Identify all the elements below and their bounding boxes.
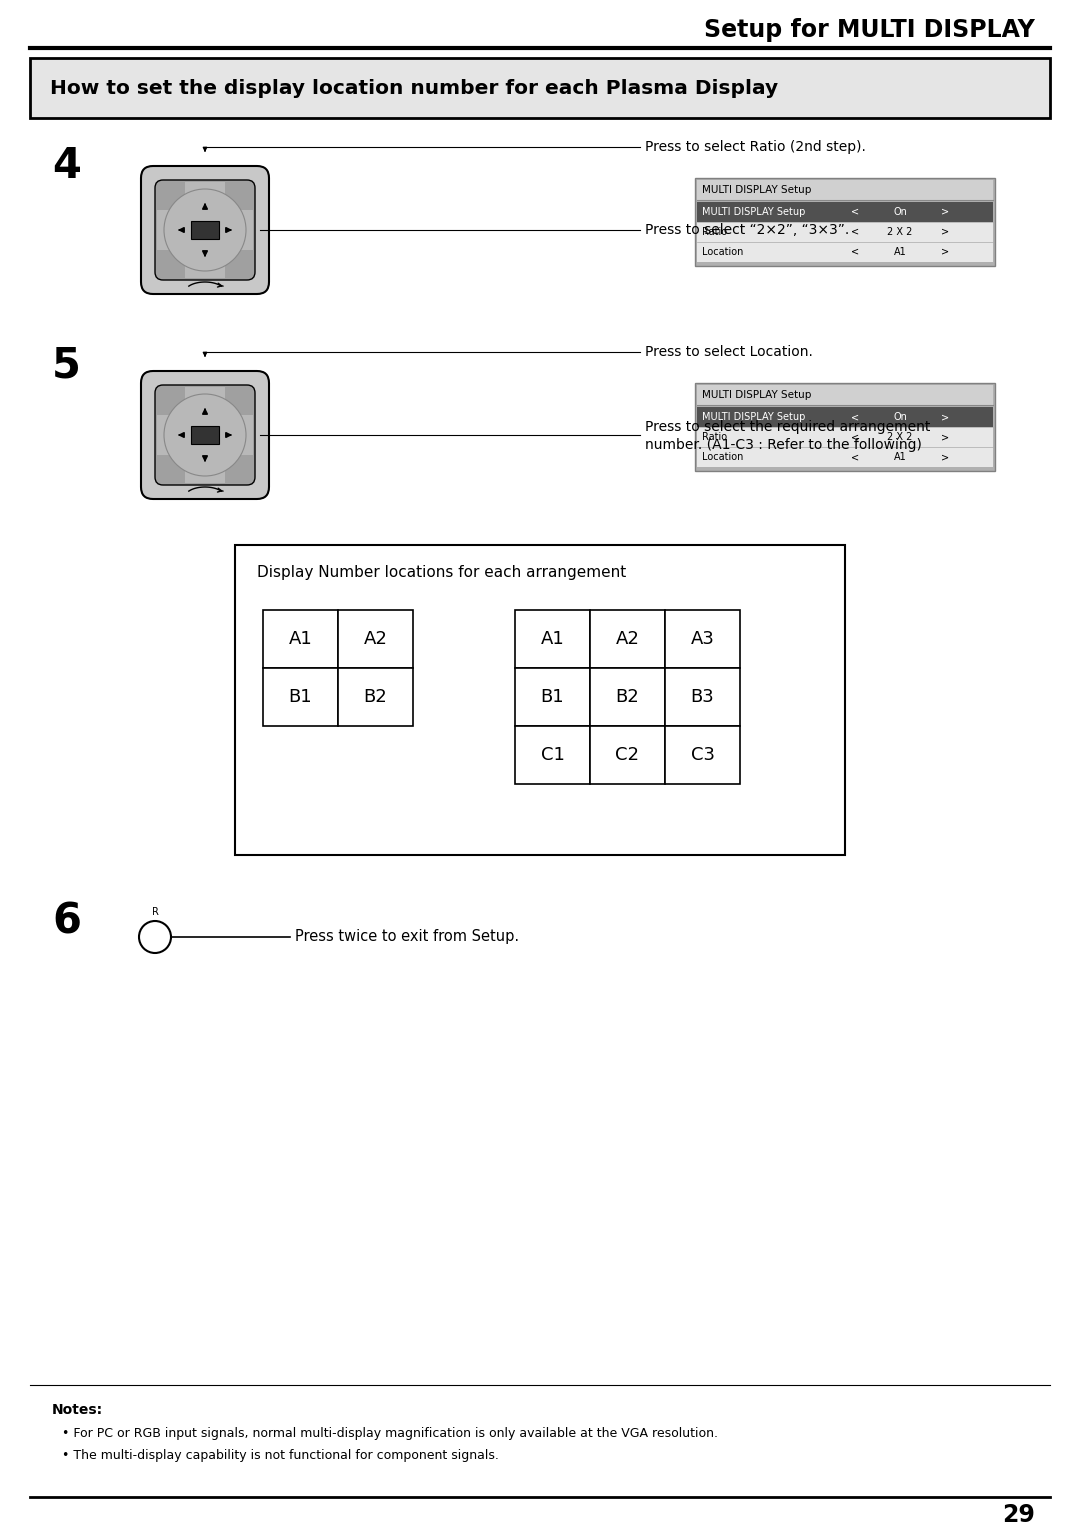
- Text: MULTI DISPLAY Setup: MULTI DISPLAY Setup: [702, 390, 811, 400]
- FancyBboxPatch shape: [141, 167, 269, 293]
- Bar: [697, 406, 993, 426]
- Text: Notes:: Notes:: [52, 1403, 103, 1416]
- Text: Location: Location: [702, 452, 743, 461]
- Text: Ratio: Ratio: [702, 228, 727, 237]
- Circle shape: [139, 921, 171, 953]
- Text: B1: B1: [541, 688, 565, 706]
- Bar: [264, 668, 338, 726]
- Text: A2: A2: [616, 630, 639, 648]
- Bar: [185, 387, 225, 483]
- Text: • For PC or RGB input signals, normal multi-display magnification is only availa: • For PC or RGB input signals, normal mu…: [62, 1427, 718, 1439]
- Bar: [30, 58, 1050, 118]
- Text: B2: B2: [364, 688, 388, 706]
- Text: 5: 5: [52, 345, 81, 387]
- Bar: [696, 177, 995, 266]
- Text: A1: A1: [893, 248, 906, 257]
- Text: <: <: [851, 452, 859, 461]
- Text: Setup for MULTI DISPLAY: Setup for MULTI DISPLAY: [704, 18, 1035, 41]
- Text: B2: B2: [616, 688, 639, 706]
- Text: Ratio: Ratio: [702, 432, 727, 442]
- Bar: [515, 610, 590, 668]
- Text: MULTI DISPLAY Setup: MULTI DISPLAY Setup: [702, 413, 806, 422]
- Text: On: On: [893, 413, 907, 422]
- Text: R: R: [151, 908, 159, 917]
- Text: C1: C1: [541, 746, 565, 764]
- Text: • The multi-display capability is not functional for component signals.: • The multi-display capability is not fu…: [62, 1449, 499, 1462]
- Text: >: >: [941, 248, 949, 257]
- FancyBboxPatch shape: [156, 385, 255, 484]
- Bar: [338, 610, 413, 668]
- Bar: [697, 385, 993, 405]
- Bar: [697, 222, 993, 241]
- Text: C3: C3: [690, 746, 715, 764]
- Text: How to set the display location number for each Plasma Display: How to set the display location number f…: [50, 78, 778, 98]
- Bar: [697, 426, 993, 448]
- Text: A3: A3: [690, 630, 715, 648]
- Text: Display Number locations for each arrangement: Display Number locations for each arrang…: [257, 565, 626, 581]
- Text: <: <: [851, 413, 859, 422]
- Ellipse shape: [164, 394, 246, 477]
- Text: <: <: [851, 432, 859, 442]
- Text: C2: C2: [616, 746, 639, 764]
- Text: A2: A2: [364, 630, 388, 648]
- Text: >: >: [941, 413, 949, 422]
- Bar: [665, 726, 740, 784]
- Text: Press twice to exit from Setup.: Press twice to exit from Setup.: [295, 929, 519, 944]
- Text: <: <: [851, 206, 859, 217]
- FancyBboxPatch shape: [141, 371, 269, 500]
- Text: MULTI DISPLAY Setup: MULTI DISPLAY Setup: [702, 185, 811, 196]
- Text: A1: A1: [541, 630, 565, 648]
- Text: Press to select Location.: Press to select Location.: [645, 345, 813, 359]
- Bar: [665, 668, 740, 726]
- Text: number. (A1-C3 : Refer to the following): number. (A1-C3 : Refer to the following): [645, 439, 922, 452]
- Text: B1: B1: [288, 688, 312, 706]
- Bar: [338, 668, 413, 726]
- Text: B3: B3: [690, 688, 714, 706]
- Bar: [697, 448, 993, 468]
- Bar: [590, 668, 665, 726]
- Text: A1: A1: [288, 630, 312, 648]
- Bar: [157, 416, 253, 455]
- Ellipse shape: [164, 189, 246, 270]
- Text: Press to select “2×2”, “3×3”.: Press to select “2×2”, “3×3”.: [645, 223, 849, 237]
- Bar: [157, 209, 253, 251]
- Bar: [515, 726, 590, 784]
- Bar: [191, 222, 219, 238]
- Text: >: >: [941, 206, 949, 217]
- Bar: [590, 610, 665, 668]
- Bar: [235, 545, 845, 856]
- Text: 2 X 2: 2 X 2: [888, 228, 913, 237]
- Text: >: >: [941, 228, 949, 237]
- Text: 2 X 2: 2 X 2: [888, 432, 913, 442]
- Text: >: >: [941, 452, 949, 461]
- Bar: [697, 180, 993, 200]
- Text: 6: 6: [52, 900, 81, 941]
- Text: On: On: [893, 206, 907, 217]
- Bar: [696, 384, 995, 471]
- Text: <: <: [851, 248, 859, 257]
- Bar: [590, 726, 665, 784]
- Text: Press to select Ratio (2nd step).: Press to select Ratio (2nd step).: [645, 141, 866, 154]
- Bar: [697, 202, 993, 222]
- Bar: [515, 668, 590, 726]
- Bar: [665, 610, 740, 668]
- Text: Press to select the required arrangement: Press to select the required arrangement: [645, 420, 930, 434]
- Text: Location: Location: [702, 248, 743, 257]
- FancyBboxPatch shape: [156, 180, 255, 280]
- Bar: [697, 241, 993, 261]
- Text: 4: 4: [52, 145, 81, 186]
- Text: >: >: [941, 432, 949, 442]
- Text: <: <: [851, 228, 859, 237]
- Text: MULTI DISPLAY Setup: MULTI DISPLAY Setup: [702, 206, 806, 217]
- Bar: [191, 426, 219, 445]
- Text: A1: A1: [893, 452, 906, 461]
- Text: 29: 29: [1002, 1504, 1035, 1526]
- Bar: [185, 182, 225, 278]
- Bar: [264, 610, 338, 668]
